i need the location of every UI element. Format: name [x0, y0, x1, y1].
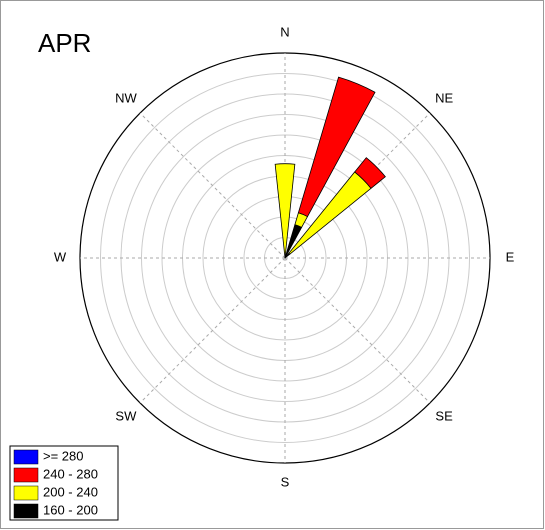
spoke — [139, 112, 286, 259]
direction-label: SW — [115, 409, 137, 424]
legend-swatch — [13, 485, 39, 501]
direction-label: NW — [115, 90, 137, 105]
direction-label: E — [506, 249, 515, 264]
wedge — [354, 157, 386, 189]
legend-label: 160 - 200 — [43, 502, 98, 517]
wedge — [297, 76, 376, 218]
grid-ring — [141, 114, 429, 402]
direction-label: SE — [435, 409, 453, 424]
direction-label: N — [280, 24, 289, 39]
spoke — [139, 257, 286, 404]
legend-label: >= 280 — [43, 448, 84, 463]
legend-swatch — [13, 449, 39, 465]
direction-label: S — [281, 474, 290, 489]
legend-label: 200 - 240 — [43, 484, 98, 499]
grid-ring — [100, 73, 470, 443]
direction-label: NE — [435, 90, 453, 105]
spoke — [284, 257, 431, 404]
legend-label: 240 - 280 — [43, 466, 98, 481]
direction-label: W — [54, 249, 67, 264]
legend-swatch — [13, 467, 39, 483]
wedge — [274, 163, 296, 259]
chart-title: APR — [38, 28, 91, 58]
legend-swatch — [13, 503, 39, 519]
